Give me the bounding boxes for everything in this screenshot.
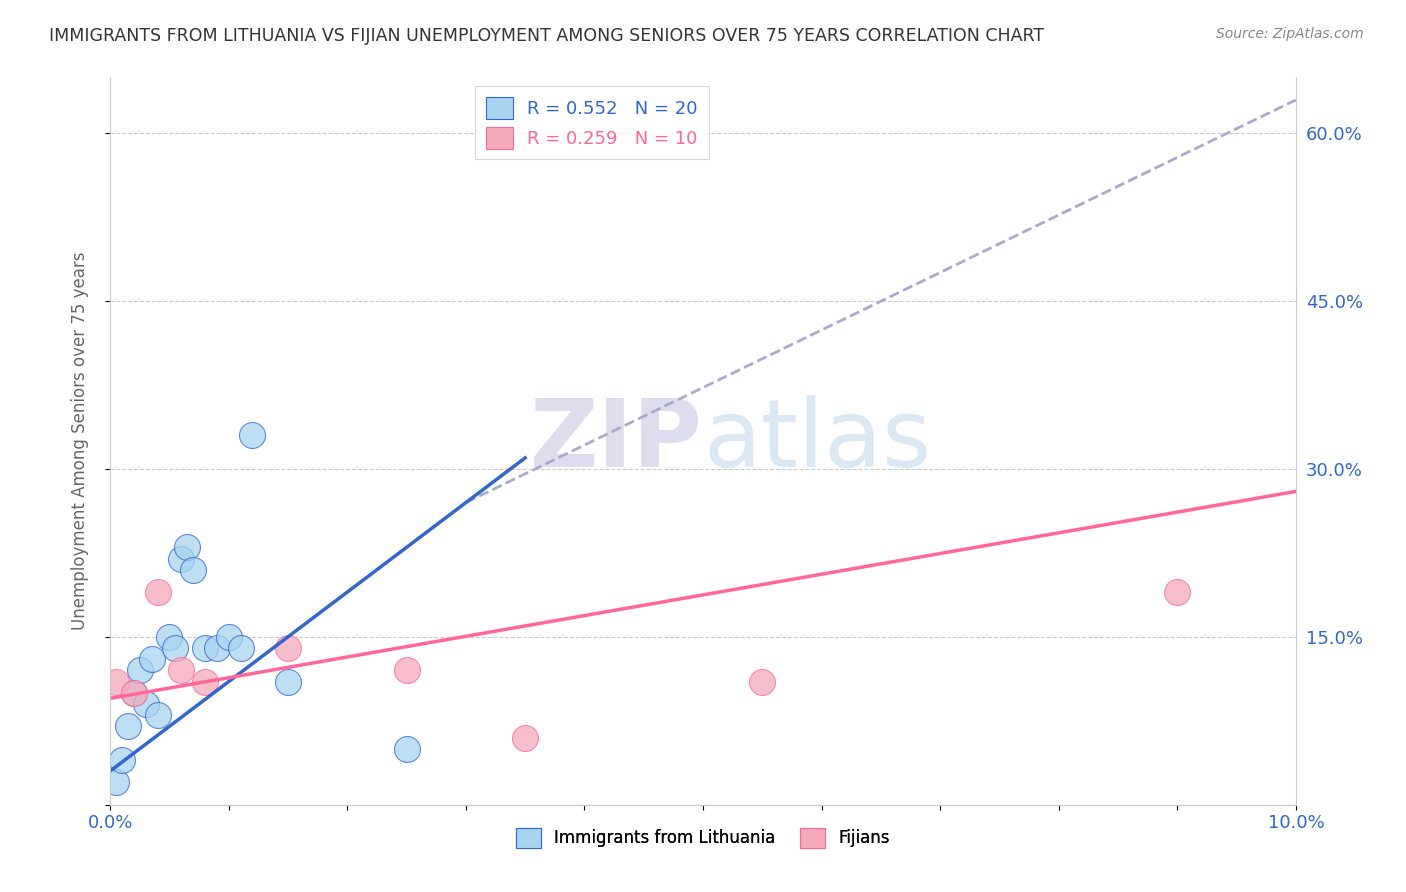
Point xyxy=(111,753,134,767)
Point xyxy=(218,630,240,644)
Point xyxy=(170,551,193,566)
Point xyxy=(128,664,150,678)
Point xyxy=(105,674,128,689)
Point xyxy=(176,541,198,555)
Point xyxy=(141,652,163,666)
Y-axis label: Unemployment Among Seniors over 75 years: Unemployment Among Seniors over 75 years xyxy=(72,252,89,631)
Point xyxy=(146,585,169,599)
Point xyxy=(277,674,299,689)
Point xyxy=(515,731,537,745)
Point xyxy=(122,686,145,700)
Legend: Immigrants from Lithuania, Fijians: Immigrants from Lithuania, Fijians xyxy=(509,821,897,855)
Point xyxy=(157,630,180,644)
Point xyxy=(165,641,187,656)
Point xyxy=(105,775,128,789)
Point xyxy=(146,708,169,723)
Text: ZIP: ZIP xyxy=(530,395,703,487)
Point xyxy=(1166,585,1188,599)
Point xyxy=(242,428,264,442)
Point xyxy=(194,641,217,656)
Point xyxy=(277,641,299,656)
Point xyxy=(395,741,418,756)
Point xyxy=(181,563,204,577)
Point xyxy=(751,674,773,689)
Point xyxy=(205,641,228,656)
Point xyxy=(194,674,217,689)
Text: atlas: atlas xyxy=(703,395,931,487)
Point xyxy=(117,719,139,733)
Point xyxy=(122,686,145,700)
Text: IMMIGRANTS FROM LITHUANIA VS FIJIAN UNEMPLOYMENT AMONG SENIORS OVER 75 YEARS COR: IMMIGRANTS FROM LITHUANIA VS FIJIAN UNEM… xyxy=(49,27,1045,45)
Text: Source: ZipAtlas.com: Source: ZipAtlas.com xyxy=(1216,27,1364,41)
Point xyxy=(229,641,252,656)
Point xyxy=(395,664,418,678)
Point xyxy=(135,697,157,711)
Point xyxy=(170,664,193,678)
